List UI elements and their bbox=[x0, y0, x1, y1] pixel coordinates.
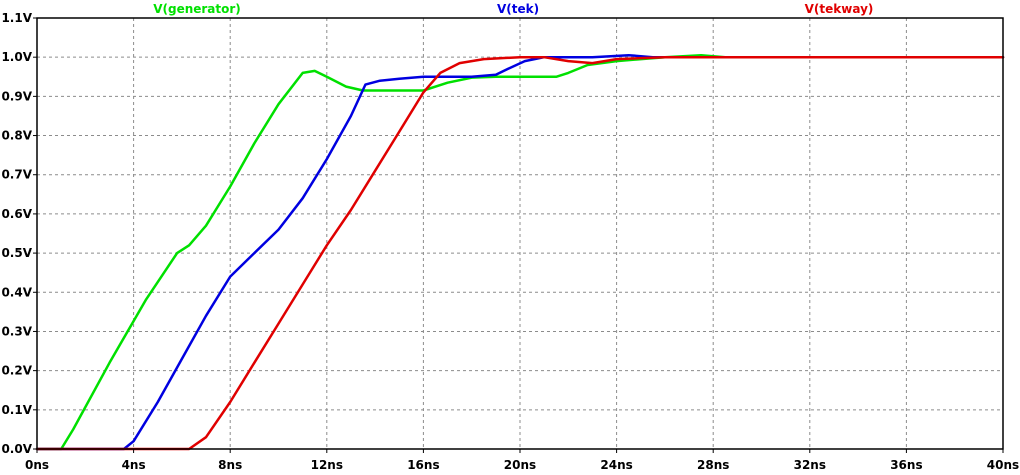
y-tick-label: 0.5V bbox=[1, 246, 32, 260]
grid bbox=[37, 18, 1003, 449]
legend-entry: V(tekway) bbox=[805, 2, 874, 16]
x-tick-label: 12ns bbox=[311, 458, 343, 472]
x-tick-label: 0ns bbox=[25, 458, 49, 472]
x-tick-label: 16ns bbox=[407, 458, 439, 472]
y-tick-label: 0.7V bbox=[1, 168, 32, 182]
y-tick-label: 0.1V bbox=[1, 403, 32, 417]
x-tick-label: 36ns bbox=[890, 458, 922, 472]
legend-entry: V(tek) bbox=[497, 2, 539, 16]
legend: V(generator) V(tek) V(tekway) bbox=[153, 2, 873, 16]
x-tick-label: 28ns bbox=[697, 458, 729, 472]
y-tick-label: 1.1V bbox=[1, 11, 32, 25]
y-tick-label: 0.0V bbox=[1, 442, 32, 456]
y-tick-label: 0.9V bbox=[1, 89, 32, 103]
y-tick-label: 0.4V bbox=[1, 285, 32, 299]
x-tick-label: 8ns bbox=[218, 458, 242, 472]
x-tick-label: 40ns bbox=[987, 458, 1019, 472]
x-tick-label: 4ns bbox=[122, 458, 146, 472]
series-group bbox=[35, 53, 1005, 451]
series-line-v-tek bbox=[35, 53, 1005, 451]
x-tick-label: 24ns bbox=[600, 458, 632, 472]
x-tick-label: 20ns bbox=[504, 458, 536, 472]
y-tick-label: 0.6V bbox=[1, 207, 32, 221]
x-tick-label: 32ns bbox=[794, 458, 826, 472]
ticks: 0ns 4ns 8ns 12ns 16ns 20ns 24ns 28ns 32ns 36ns 40n… bbox=[1, 11, 1019, 472]
series-line-v-tekway bbox=[35, 55, 1005, 451]
series-line-v-generator bbox=[35, 53, 1005, 451]
y-tick-label: 1.0V bbox=[1, 50, 32, 64]
y-tick-label: 0.2V bbox=[1, 364, 32, 378]
y-tick-label: 0.8V bbox=[1, 129, 32, 143]
y-tick-label: 0.3V bbox=[1, 324, 32, 338]
legend-entry: V(generator) bbox=[153, 2, 241, 16]
